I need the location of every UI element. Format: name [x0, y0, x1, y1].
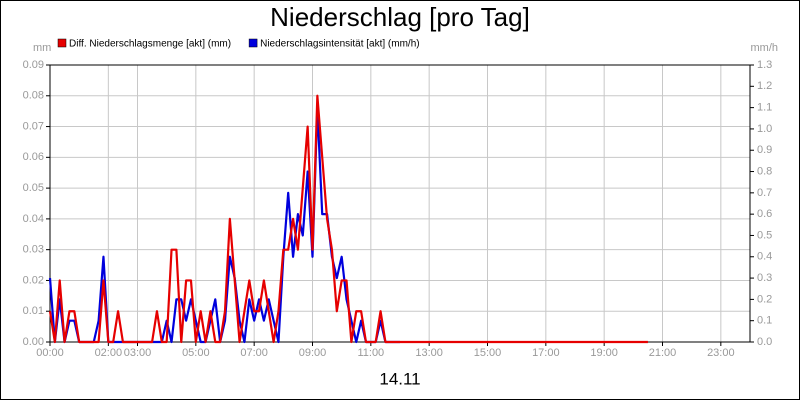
x-tick-label: 13:00: [415, 347, 443, 359]
x-tick-label: 00:00: [36, 347, 64, 359]
legend-swatch: [57, 38, 67, 48]
x-tick-label: 09:00: [299, 347, 327, 359]
y-tick-label: 0.09: [23, 59, 44, 71]
y-tick-label: 0.00: [23, 336, 44, 348]
y-tick-label: 0.02: [23, 274, 44, 286]
legend-label: Niederschlagsintensität [akt] (mm/h): [260, 39, 420, 50]
y2-tick-label: 0.7: [757, 187, 772, 199]
y2-tick-label: 1.2: [757, 80, 772, 92]
y-tick-label: 0.01: [23, 305, 44, 317]
data-line: [48, 94, 648, 344]
plot-area: [49, 64, 751, 343]
legend-label: Diff. Niederschlagsmenge [akt] (mm): [69, 39, 231, 50]
y2-tick-label: 1.0: [757, 123, 772, 135]
y2-tick-label: 0.1: [757, 315, 772, 327]
x-tick-label: 07:00: [240, 347, 268, 359]
y2-tick-label: 0.2: [757, 293, 772, 305]
y-tick-label: 0.04: [23, 213, 44, 225]
y-tick-label: 0.07: [23, 120, 44, 132]
y-axis-label: mm: [33, 42, 51, 54]
x-tick-label: 03:00: [124, 347, 152, 359]
y-tick-label: 0.06: [23, 151, 44, 163]
y2-tick-label: 0.9: [757, 144, 772, 156]
y2-tick-label: 0.5: [757, 229, 772, 241]
x-tick-label: 17:00: [532, 347, 560, 359]
x-tick-label: 15:00: [474, 347, 502, 359]
y2-tick-label: 0.4: [757, 251, 772, 263]
y2-tick-label: 1.3: [757, 59, 772, 71]
x-axis-label: 14.11: [379, 369, 420, 388]
x-tick-label: 21:00: [649, 347, 677, 359]
y2-tick-label: 0.3: [757, 272, 772, 284]
y2-tick-label: 0.8: [757, 165, 772, 177]
x-tick-label: 02:00: [95, 347, 123, 359]
x-tick-label: 05:00: [182, 347, 210, 359]
y2-axis-label: mm/h: [751, 42, 779, 54]
y-tick-label: 0.05: [23, 182, 44, 194]
y2-tick-label: 0.6: [757, 208, 772, 220]
x-tick-label: 11:00: [357, 347, 384, 359]
chart-title: Niederschlag [pro Tag]: [270, 2, 530, 32]
y2-tick-label: 1.1: [757, 102, 772, 114]
legend-swatch: [248, 38, 258, 48]
y-tick-label: 0.03: [23, 244, 44, 256]
x-tick-label: 23:00: [707, 347, 735, 359]
y-tick-label: 0.08: [23, 90, 44, 102]
x-tick-label: 19:00: [590, 347, 618, 359]
y2-tick-label: 0.0: [757, 336, 772, 348]
